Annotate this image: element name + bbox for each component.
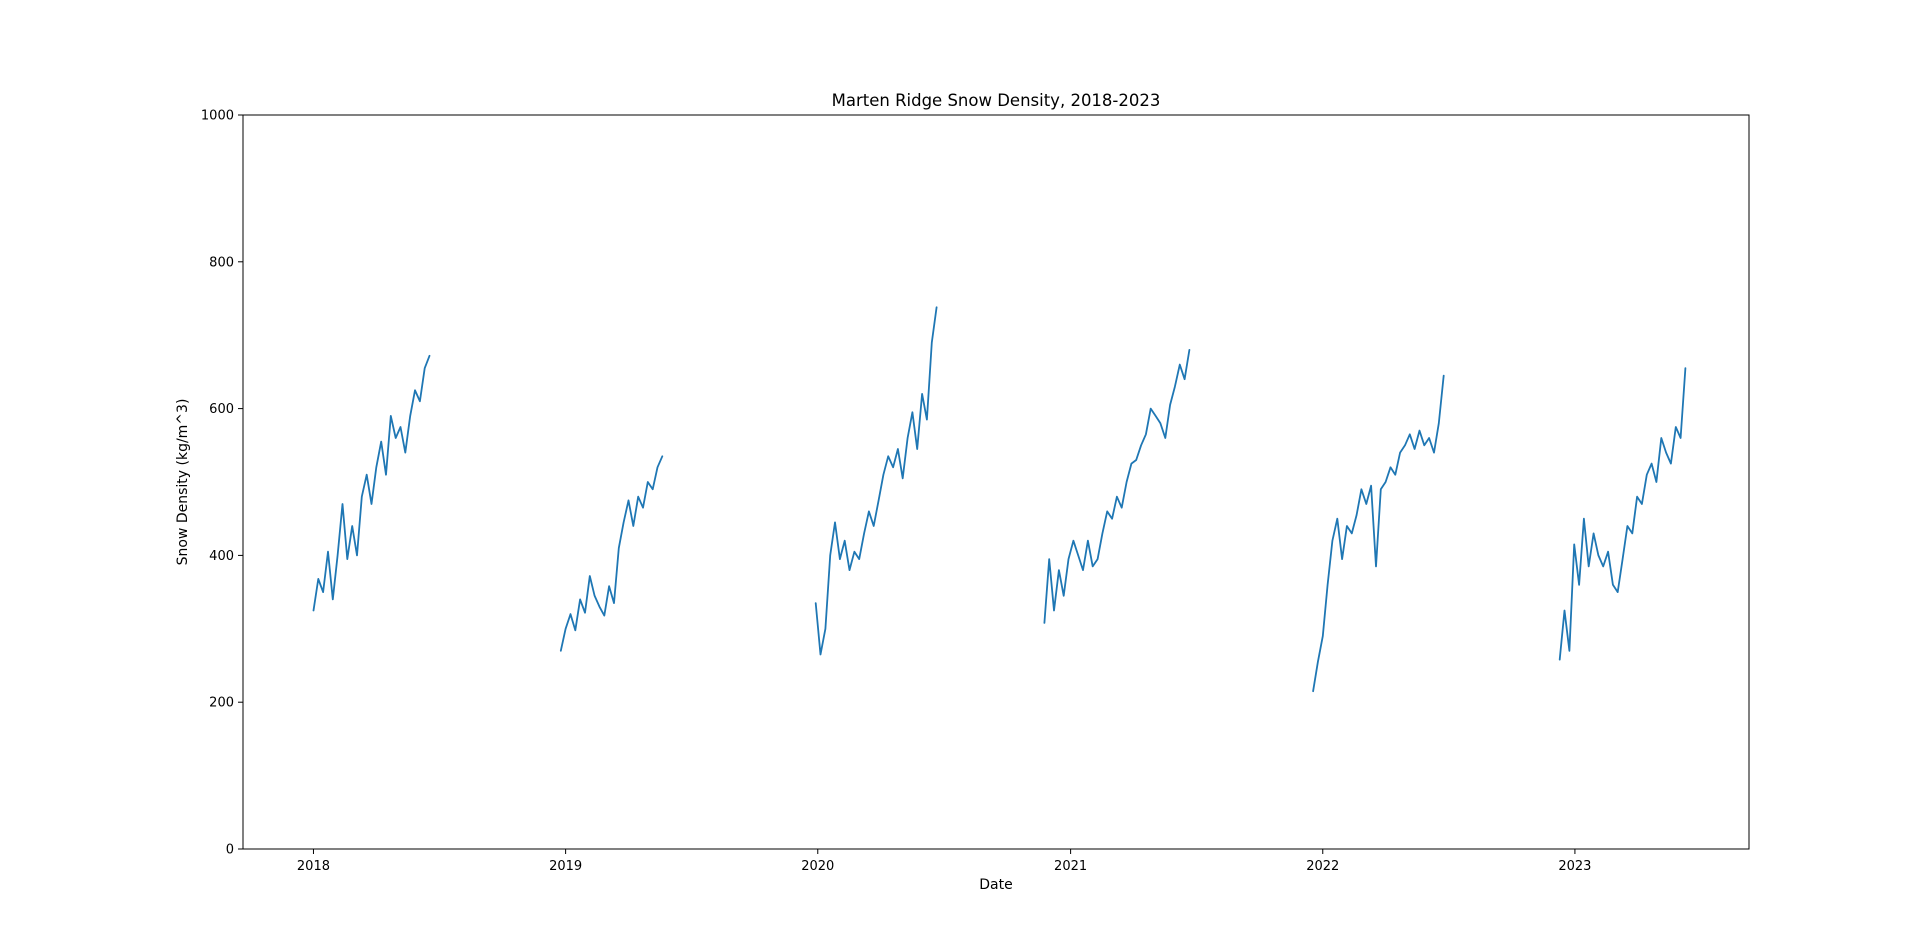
y-tick-label: 0 [226,843,234,858]
x-tick-label: 2021 [1054,859,1087,874]
x-tick-label: 2018 [297,859,330,874]
series-line-2 [559,455,664,652]
chart-title: Marten Ridge Snow Density, 2018-2023 [832,91,1161,110]
x-tick-label: 2022 [1306,859,1339,874]
x-axis-label: Date [979,877,1012,893]
series-layer [312,306,1687,693]
x-tick-label: 2019 [549,859,582,874]
series-line-5 [1312,374,1445,693]
y-axis: 0 200 400 600 800 1000 [201,109,243,858]
plot-frame [242,114,1750,850]
x-tick-label: 2023 [1558,859,1591,874]
y-axis-label: Snow Density (kg/m^3) [175,399,191,566]
y-tick-label: 1000 [201,109,234,124]
series-line-4 [1043,348,1191,624]
x-tick-label: 2020 [801,859,834,874]
y-tick-label: 600 [209,402,234,417]
series-line-1 [312,354,431,612]
series-line-6 [1558,367,1687,661]
y-tick-label: 800 [209,255,234,270]
y-tick-label: 200 [209,696,234,711]
y-tick-label: 400 [209,549,234,564]
x-axis: 2018 2019 2020 2021 2022 2023 [297,849,1591,874]
series-line-3 [814,306,938,656]
